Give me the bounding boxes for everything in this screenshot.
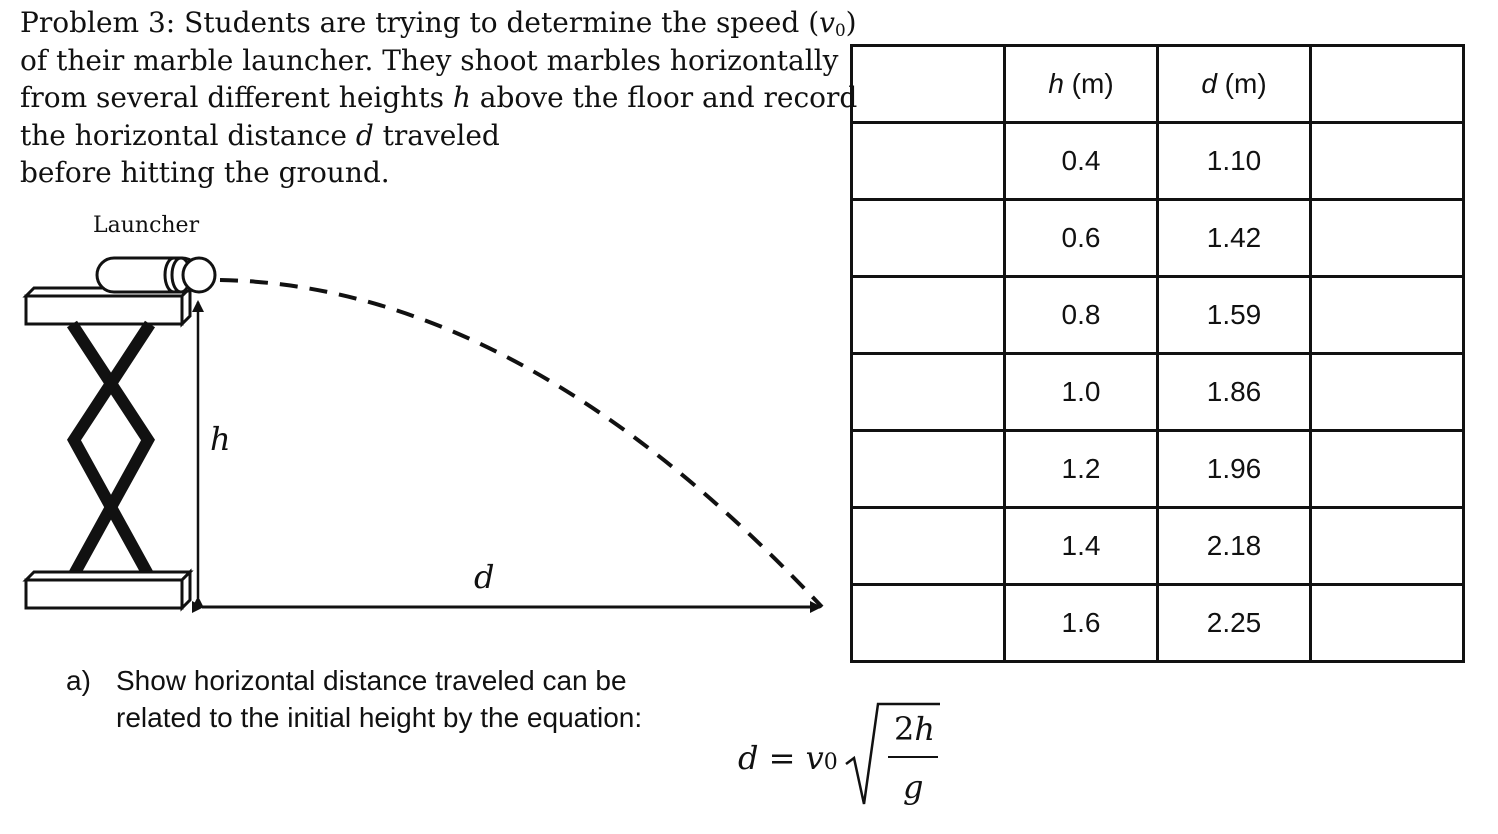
table-row: 1.2 1.96 — [850, 429, 1465, 509]
table-cell-empty-right — [1309, 352, 1465, 432]
problem-line-5: before hitting the ground. — [20, 156, 390, 189]
table-row: 0.8 1.59 — [850, 275, 1465, 355]
data-table: h (m) d (m) 0.4 1.10 0.6 1.42 0.8 1.59 1.0 1.86… — [850, 44, 1465, 663]
table-cell-empty-left — [850, 121, 1006, 201]
table-cell-h: 0.8 — [1003, 275, 1159, 355]
table-cell-d: 1.59 — [1156, 275, 1312, 355]
table-cell-h: 0.6 — [1003, 198, 1159, 278]
problem-line-1: Problem 3: Students are trying to determ… — [20, 6, 857, 41]
table-row: 0.4 1.10 — [850, 121, 1465, 201]
table-cell-h: 1.0 — [1003, 352, 1159, 432]
equation-denominator: g — [903, 768, 924, 806]
table-cell-empty-left — [850, 583, 1006, 663]
table-cell-empty-right — [1309, 506, 1465, 586]
table-header-row: h (m) d (m) — [850, 44, 1465, 124]
table-cell-d: 1.10 — [1156, 121, 1312, 201]
projectile-diagram — [22, 256, 824, 613]
table-header-h: h (m) — [1003, 44, 1159, 124]
launcher-base-platform — [22, 568, 194, 612]
problem-line-2: of their marble launcher. They shoot mar… — [20, 43, 839, 77]
table-row: 1.0 1.86 — [850, 352, 1465, 432]
table-cell-empty-left — [850, 352, 1006, 432]
table-cell-h: 1.2 — [1003, 429, 1159, 509]
launcher-barrel — [95, 256, 217, 294]
problem-statement: Problem 3: Students are trying to determ… — [20, 4, 858, 192]
table-cell-h: 1.4 — [1003, 506, 1159, 586]
table-cell-d: 2.25 — [1156, 583, 1312, 663]
table-cell-h: 1.6 — [1003, 583, 1159, 663]
part-a-label: a) — [66, 665, 91, 696]
trajectory-path — [219, 278, 824, 609]
radical-sign — [845, 702, 940, 805]
distance-label: d — [474, 558, 495, 596]
table-header-empty-left — [850, 44, 1006, 124]
table-cell-d: 1.42 — [1156, 198, 1312, 278]
launcher-label: Launcher — [93, 213, 200, 238]
table-row: 1.4 2.18 — [850, 506, 1465, 586]
table-cell-empty-right — [1309, 429, 1465, 509]
table-cell-empty-right — [1309, 198, 1465, 278]
scissor-lift — [66, 320, 156, 581]
table-cell-empty-right — [1309, 583, 1465, 663]
table-cell-d: 2.18 — [1156, 506, 1312, 586]
part-a-text: Show horizontal distance traveled can be… — [116, 665, 643, 733]
equation-lhs: d = v0 — [738, 739, 838, 777]
problem-line-4: the horizontal distance d traveled — [20, 118, 500, 152]
table-cell-d: 1.96 — [1156, 429, 1312, 509]
table-cell-empty-left — [850, 506, 1006, 586]
table-cell-empty-right — [1309, 275, 1465, 355]
table-cell-empty-left — [850, 198, 1006, 278]
table-cell-h: 0.4 — [1003, 121, 1159, 201]
table-row: 0.6 1.42 — [850, 198, 1465, 278]
table-cell-d: 1.86 — [1156, 352, 1312, 432]
problem-line-3: from several different heights h above t… — [20, 81, 858, 114]
table-header-d: d (m) — [1156, 44, 1312, 124]
table-cell-empty-left — [850, 275, 1006, 355]
height-label: h — [210, 420, 231, 458]
table-header-empty-right — [1309, 44, 1465, 124]
equation-numerator: 2h — [894, 710, 935, 748]
table-cell-empty-left — [850, 429, 1006, 509]
table-row: 1.6 2.25 — [850, 583, 1465, 663]
table-cell-empty-right — [1309, 121, 1465, 201]
